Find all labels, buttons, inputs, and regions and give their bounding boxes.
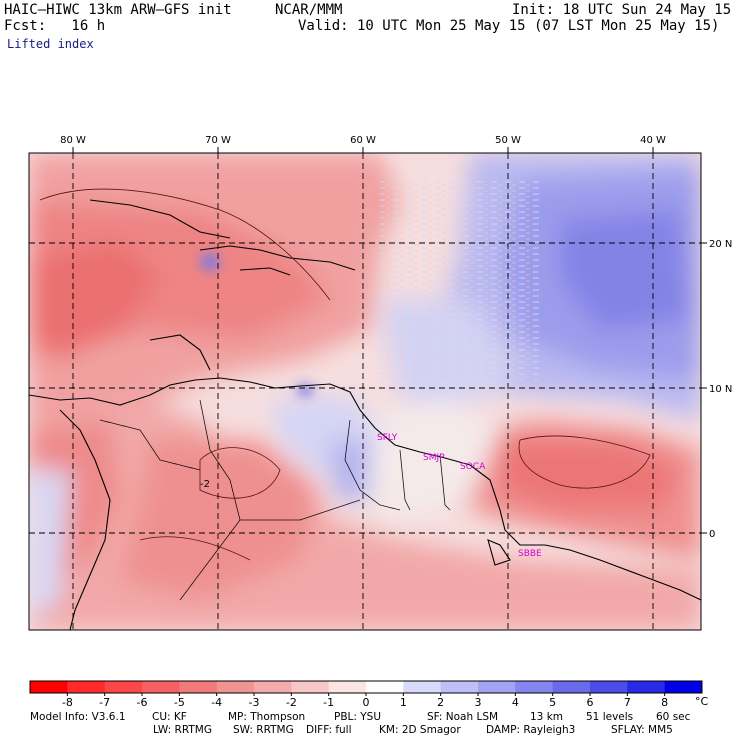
colorbar-swatch <box>664 681 703 693</box>
sw-scheme: SW: RRTMG <box>233 724 294 736</box>
country-borders <box>99 399 451 601</box>
latitude-ticks: 20 N 10 N 0 <box>701 239 732 540</box>
colorbar-swatch <box>552 681 591 693</box>
longitude-label: 70 W <box>205 135 231 146</box>
colorbar-swatch <box>216 681 255 693</box>
colorbar-swatch <box>30 681 68 693</box>
colorbar-swatch <box>478 681 516 693</box>
colorbar-label: 3 <box>475 696 482 709</box>
init-time: Init: 18 UTC Sun 24 May 15 <box>512 2 732 18</box>
graticule <box>29 153 701 630</box>
colorbar-swatch <box>440 681 479 693</box>
station-soca: SOCA <box>460 462 486 472</box>
station-sbbe: SBBE <box>518 549 542 559</box>
colorbar-label: 2 <box>437 696 444 709</box>
colorbar-swatch <box>366 681 404 693</box>
longitude-label: 50 W <box>495 135 521 146</box>
longitude-label: 60 W <box>350 135 376 146</box>
damp-scheme: DAMP: Rayleigh3 <box>486 724 576 736</box>
colorbar-label: 8 <box>661 696 668 709</box>
vertical-levels: 51 levels <box>586 711 634 723</box>
colorbar-swatch <box>179 681 218 693</box>
cu-scheme: CU: KF <box>152 711 187 723</box>
station-sfly: SFLY <box>377 433 398 443</box>
colorbar-swatch <box>291 681 330 693</box>
colorbar-label: -5 <box>174 696 185 709</box>
colorbar-swatch <box>627 681 666 693</box>
colorbar-label: 0 <box>363 696 370 709</box>
latitude-label: 20 N <box>709 239 732 250</box>
colorbar-label: 4 <box>512 696 519 709</box>
colorbar-label: -4 <box>211 696 222 709</box>
colorbar-swatch <box>590 681 628 693</box>
colorbar-label: -8 <box>62 696 73 709</box>
pbl-scheme: PBL: YSU <box>334 711 382 723</box>
colorbar-label: -2 <box>286 696 297 709</box>
colorbar-swatch <box>328 681 367 693</box>
colorbar-label: 1 <box>400 696 407 709</box>
longitude-label: 80 W <box>60 135 86 146</box>
colorbar-label: -1 <box>323 696 334 709</box>
colorbar-label: -6 <box>137 696 148 709</box>
colorbar-swatch <box>403 681 442 693</box>
lifted-index-contours <box>39 188 651 561</box>
forecast-hour: Fcst: 16 h <box>4 18 106 34</box>
colorbar-swatch <box>515 681 554 693</box>
longitude-label: 40 W <box>640 135 666 146</box>
latitude-label: 0 <box>709 529 715 540</box>
org-label: NCAR/MMM <box>275 2 343 18</box>
station-labels: SFLY SMJP SOCA SBBE <box>377 433 542 559</box>
longitude-ticks: 80 W 70 W 60 W 50 W 40 W <box>60 135 666 153</box>
colorbar-label: 7 <box>624 696 631 709</box>
colorbar-swatch <box>254 681 292 693</box>
field-name: Lifted index <box>7 37 94 51</box>
time-step: 60 sec <box>656 711 691 723</box>
model-title: HAIC–HIWC 13km ARW–GFS init <box>4 2 232 18</box>
grid-spacing: 13 km <box>530 711 564 723</box>
colorbar-label: -7 <box>99 696 110 709</box>
mp-scheme: MP: Thompson <box>228 711 306 723</box>
km-scheme: KM: 2D Smagor <box>379 724 461 736</box>
colorbar-swatch <box>142 681 180 693</box>
diff-scheme: DIFF: full <box>306 724 352 736</box>
colorbar-label: -3 <box>249 696 260 709</box>
station-smjp: SMJP <box>423 453 445 463</box>
colorbar-label: 6 <box>587 696 594 709</box>
map-frame <box>28 152 702 631</box>
colorbar: -8 -7 -6 -5 -4 -3 -2 -1 0 1 2 3 4 5 6 7 8 <box>29 680 703 709</box>
sflay-scheme: SFLAY: MM5 <box>611 724 673 736</box>
contour-label: -2 <box>200 479 210 490</box>
colorbar-swatch <box>67 681 106 693</box>
valid-time: Valid: 10 UTC Mon 25 May 15 (07 LST Mon … <box>298 18 720 34</box>
sf-scheme: SF: Noah LSM <box>427 711 499 723</box>
latitude-label: 10 N <box>709 384 732 395</box>
lw-scheme: LW: RRTMG <box>153 724 212 736</box>
lifted-index-field: -2 SFLY SMJP SOCA SBBE <box>29 153 701 630</box>
model-version: Model Info: V3.6.1 <box>30 711 126 723</box>
colorbar-label: 5 <box>549 696 556 709</box>
colorbar-swatch <box>104 681 143 693</box>
colorbar-unit: °C <box>695 695 709 708</box>
